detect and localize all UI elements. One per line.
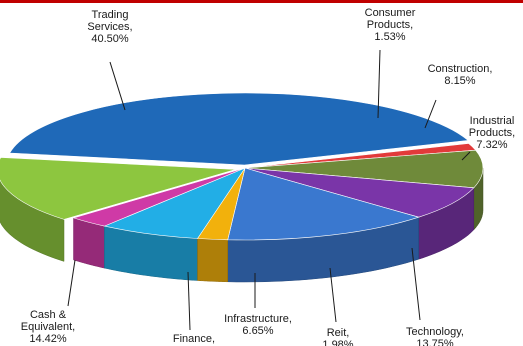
slice-label-line: Reit, [327, 327, 350, 339]
slice-label: Technology, 13.75% [406, 326, 464, 346]
slice-cash-equivalent [0, 157, 236, 220]
pie-sides [0, 168, 484, 283]
slice-label-line: Equivalent, [21, 321, 75, 333]
slice-trading-services [9, 92, 469, 166]
slice-technology [227, 167, 420, 241]
slice-label: Reit, 1.98% [322, 327, 353, 346]
slice-label-line: 8.15% [444, 75, 475, 87]
slice-label-line: Consumer [365, 7, 416, 19]
slice-finance [72, 167, 246, 227]
slice-labels: Consumer Products, 1.53%Construction, 8.15%… [21, 7, 515, 346]
slice-side-reit [197, 238, 228, 283]
slice-label: Construction, 8.15% [428, 63, 493, 87]
slice-label-line: 13.75% [416, 338, 454, 346]
slice-industrial-products [244, 167, 475, 218]
slice-side-finance [73, 217, 105, 269]
slice-label-line: 6.65% [242, 325, 273, 337]
leader-line [67, 259, 76, 307]
leader-line [411, 247, 421, 321]
slice-label: Consumer Products, 1.53% [365, 7, 416, 43]
slice-label-line: Infrastructure, [224, 313, 292, 325]
slice-label-line: Services, [87, 21, 132, 33]
slice-label-line: Products, [367, 19, 413, 31]
slice-label: Trading Services, 40.50% [87, 9, 132, 45]
slice-label-line: 7.32% [476, 139, 507, 151]
leader-line [329, 267, 337, 323]
slice-label-line: Technology, [406, 326, 464, 338]
leader-line [377, 49, 381, 119]
leader-line [187, 271, 191, 331]
slice-label-line: Products, [469, 127, 515, 139]
slice-label-line: 1.98% [322, 339, 353, 346]
leader-line [424, 99, 437, 129]
slice-label-line: 40.50% [91, 33, 129, 45]
slice-label-line: Finance, [173, 333, 215, 345]
slice-label-line: Industrial [470, 115, 515, 127]
leader-line [461, 151, 471, 161]
slice-label-line: Trading [92, 9, 129, 21]
label-leaders [67, 49, 471, 331]
pie-tops [0, 92, 484, 241]
top-accent-bar [0, 0, 523, 3]
slice-label: Industrial Products, 7.32% [469, 115, 515, 151]
slice-label: Cash & Equivalent, 14.42% [21, 309, 75, 345]
slice-label-line: Construction, [428, 63, 493, 75]
slice-label: Finance,2.66% [173, 333, 215, 346]
slice-label: Infrastructure, 6.65% [224, 313, 292, 337]
slice-label-line: 14.42% [29, 333, 67, 345]
leader-line [109, 61, 126, 111]
slice-label-line: Cash & [30, 309, 67, 321]
slice-label-line: 1.53% [374, 31, 405, 43]
slice-construction [244, 149, 484, 189]
